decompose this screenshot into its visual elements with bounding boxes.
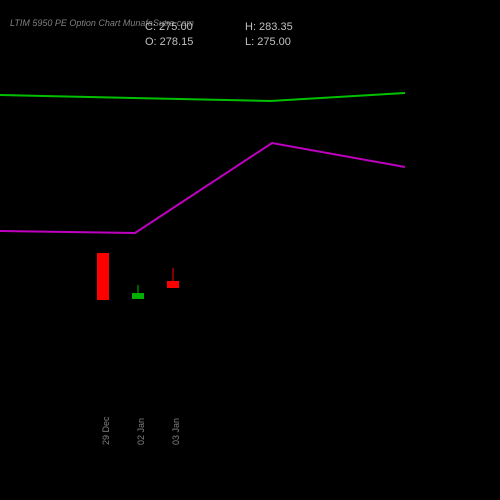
indicator-line-green xyxy=(0,93,405,101)
x-tick-label: 03 Jan xyxy=(171,418,181,445)
candles-group xyxy=(97,253,179,300)
candle-body xyxy=(132,293,144,299)
candle-body xyxy=(167,281,179,288)
chart-svg xyxy=(0,0,500,500)
indicator-line-magenta xyxy=(0,143,405,233)
x-tick-label: 02 Jan xyxy=(136,418,146,445)
x-tick-label: 29 Dec xyxy=(101,416,111,445)
candle-body xyxy=(97,253,109,300)
